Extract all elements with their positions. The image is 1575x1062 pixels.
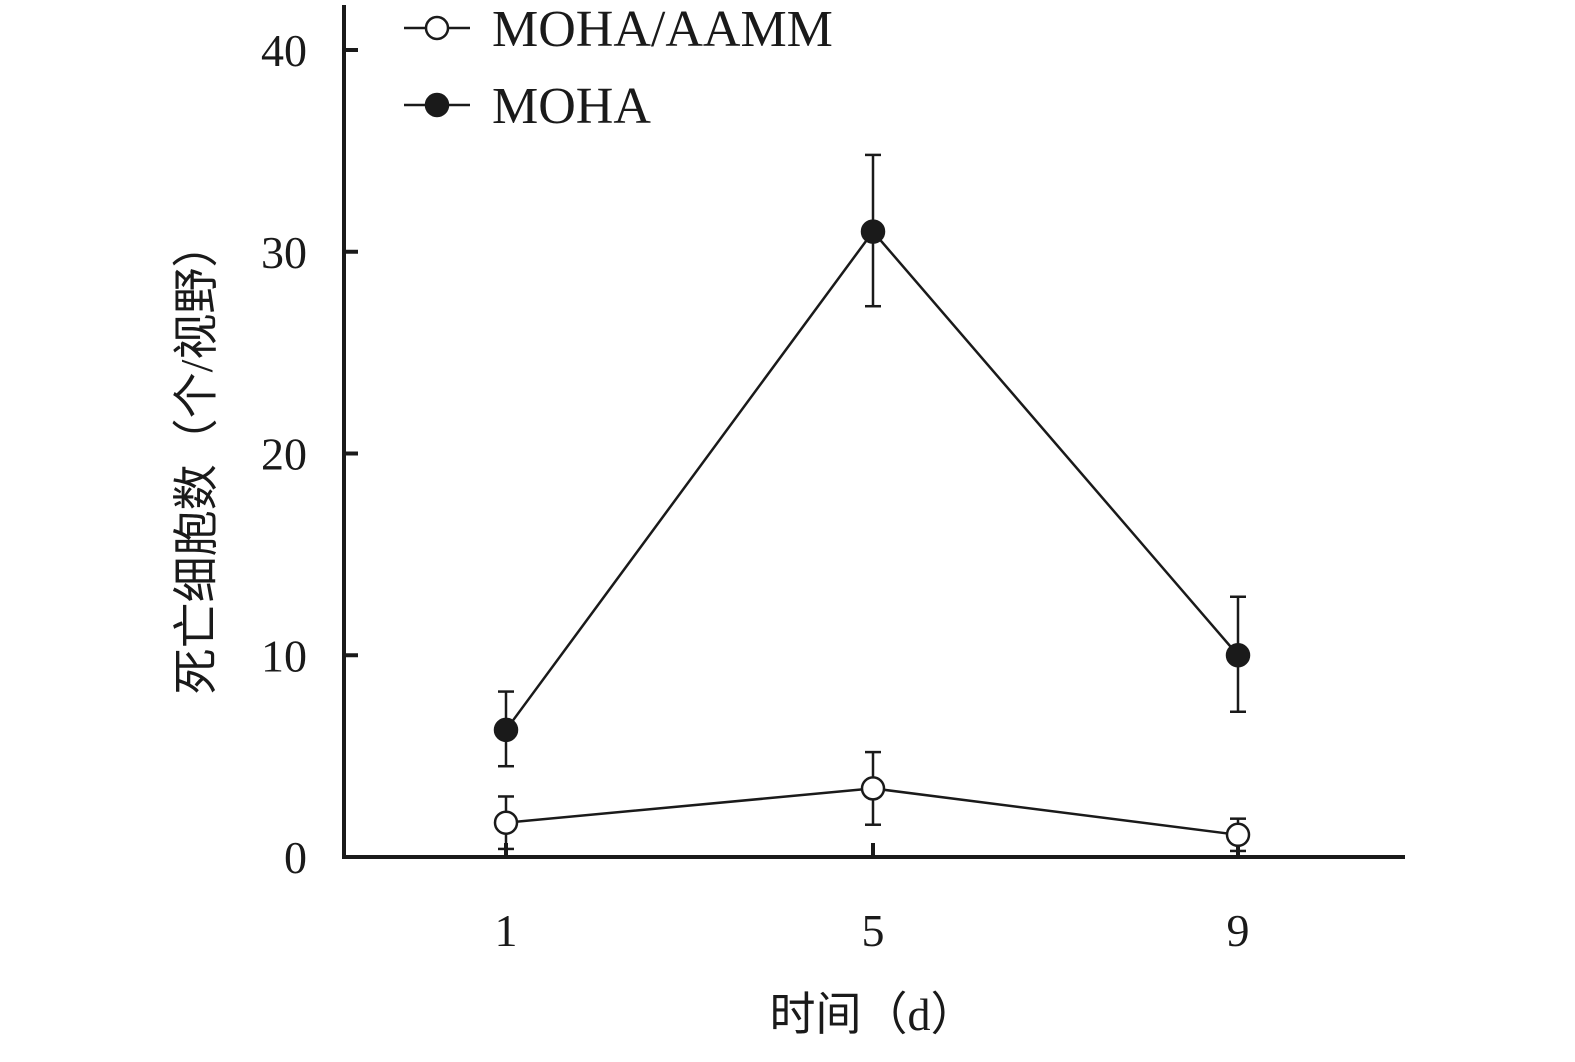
series-layer <box>493 153 1251 853</box>
data-point <box>493 717 519 743</box>
data-point <box>493 810 519 835</box>
x-tick-label: 1 <box>495 905 518 956</box>
legend-label: MOHA/AAMM <box>492 1 833 58</box>
legend-marker <box>424 15 450 41</box>
data-point <box>860 776 886 801</box>
y-tick-label: 40 <box>261 25 307 76</box>
legend-label: MOHA <box>492 78 651 135</box>
x-tick-label: 5 <box>862 905 885 956</box>
data-point <box>1225 822 1251 848</box>
y-tick-label: 10 <box>261 630 307 681</box>
axes: 0 10 20 30 40 1 5 9 <box>261 5 1405 956</box>
series-moha-aamm <box>493 750 1251 853</box>
data-point <box>1225 643 1251 668</box>
x-axis-title: 时间（d） <box>770 989 977 1040</box>
data-point <box>860 219 886 244</box>
legend-marker <box>424 92 450 118</box>
y-tick-label: 0 <box>284 832 307 883</box>
legend: MOHA/AAMM MOHA <box>404 1 833 135</box>
y-tick-label: 20 <box>261 429 307 480</box>
y-axis-title: 死亡细胞数（个/视野） <box>171 222 222 695</box>
x-tick-label: 9 <box>1227 905 1250 956</box>
series-moha <box>493 153 1251 768</box>
y-tick-label: 30 <box>261 227 307 278</box>
